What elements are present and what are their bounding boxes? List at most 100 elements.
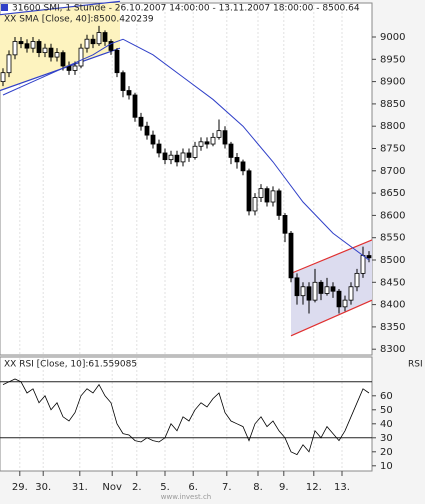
rsi-panel: [0, 356, 373, 472]
candle-body: [6, 54, 12, 74]
candle-body: [180, 152, 186, 163]
candle-body: [36, 41, 42, 54]
x-tick-label: 2.: [132, 482, 142, 493]
candle-body: [0, 72, 6, 83]
candle-body: [264, 188, 270, 203]
trend-line: [290, 239, 373, 274]
candle-body: [18, 41, 24, 45]
candle-body: [252, 197, 258, 212]
candle-body: [84, 38, 90, 49]
candle-body: [198, 141, 204, 147]
legend-entry: XX RSI [Close, 10]:61.559085: [4, 360, 137, 370]
candle-body: [270, 190, 276, 203]
candle-body: [114, 49, 120, 74]
candle-body: [78, 47, 84, 67]
x-tick-label: 6.: [188, 482, 198, 493]
candle-body: [366, 255, 372, 259]
candle-body: [150, 134, 156, 145]
candle-body: [96, 32, 102, 45]
candle-body: [156, 143, 162, 154]
y-tick-label: 8550: [380, 233, 405, 244]
y-tick-label: 8650: [380, 188, 405, 199]
candle-body: [354, 272, 360, 288]
candle-body: [186, 152, 192, 158]
candle-body: [222, 130, 228, 145]
candle-body: [54, 52, 60, 58]
y-tick-label: 60: [380, 391, 393, 402]
candle-body: [210, 136, 216, 145]
icon: [1, 4, 8, 11]
candle-body: [162, 152, 168, 161]
candle-body: [12, 41, 18, 56]
candle-body: [234, 157, 240, 163]
y-tick-label: 9000: [380, 32, 405, 43]
candle-body: [240, 161, 246, 172]
candle-body: [288, 232, 294, 279]
channel-area: [0, 3, 120, 91]
y-tick-label: 8900: [380, 77, 405, 88]
candle-body: [312, 281, 318, 301]
y-tick-label: 10: [380, 461, 393, 472]
candle-body: [246, 170, 252, 212]
candle-body: [30, 41, 36, 49]
y-tick-label: 8400: [380, 300, 405, 311]
candle-body: [72, 65, 78, 71]
x-tick-label: 29.: [12, 482, 28, 493]
watermark: www.invest.ch: [161, 493, 212, 501]
x-tick-label: 5.: [160, 482, 170, 493]
rsi-line: [2, 378, 370, 456]
x-tick-label: 8.: [253, 482, 263, 493]
candle-body: [204, 141, 210, 145]
axis-label: RSI: [408, 360, 423, 370]
candle-body: [336, 290, 342, 308]
y-tick-label: 50: [380, 405, 393, 416]
y-tick-label: 8300: [380, 344, 405, 355]
legend-entry: XX SMA [Close, 40]:8500.420239: [4, 15, 154, 25]
y-tick-label: 8850: [380, 99, 405, 110]
y-tick-label: 8950: [380, 54, 405, 65]
candle-body: [318, 281, 324, 294]
candle-body: [168, 154, 174, 161]
candle-body: [108, 41, 114, 51]
candle-body: [174, 154, 180, 163]
candle-body: [360, 255, 366, 274]
channel: [0, 0, 121, 92]
candle-body: [102, 32, 108, 42]
y-tick-label: 20: [380, 447, 393, 458]
candle-body: [192, 145, 198, 158]
candle-body: [342, 299, 348, 308]
y-tick-label: 8450: [380, 277, 405, 288]
candle-body: [282, 215, 288, 234]
x-tick-label: Nov: [102, 482, 122, 493]
y-tick-label: 8500: [380, 255, 405, 266]
x-tick-label: 31.: [72, 482, 88, 493]
chart-title: 31600 SMI, 1 Stunde - 26.10.2007 14:00:0…: [12, 4, 360, 14]
y-tick-label: 8700: [380, 166, 405, 177]
plot-layer: 29. 30. 31. Nov 2. 5. 6. 7. 8. 9. 12. 13. 8300 8350 84…: [0, 0, 405, 493]
candle-body: [324, 286, 330, 294]
candle-body: [48, 47, 54, 58]
candle-body: [126, 90, 132, 96]
candle-body: [300, 286, 306, 297]
sma-line: [2, 38, 370, 261]
candle-body: [90, 38, 96, 45]
y-tick-label: 40: [380, 419, 393, 430]
candle-body: [144, 125, 150, 136]
trend-line: [0, 0, 121, 16]
x-tick-label: 30.: [35, 482, 51, 493]
y-tick-label: 8350: [380, 322, 405, 333]
candle-body: [138, 116, 144, 127]
candle-body: [120, 72, 126, 91]
candle-body: [24, 43, 30, 49]
candle-body: [258, 188, 264, 198]
candle-body: [306, 286, 312, 301]
x-tick-label: 12.: [306, 482, 322, 493]
y-tick-label: 8600: [380, 210, 405, 221]
candle-body: [216, 130, 222, 138]
x-tick-label: 7.: [222, 482, 232, 493]
candle-body: [294, 277, 300, 297]
y-tick-label: 8800: [380, 121, 405, 132]
candle-body: [42, 47, 48, 54]
trend-line: [290, 299, 373, 337]
